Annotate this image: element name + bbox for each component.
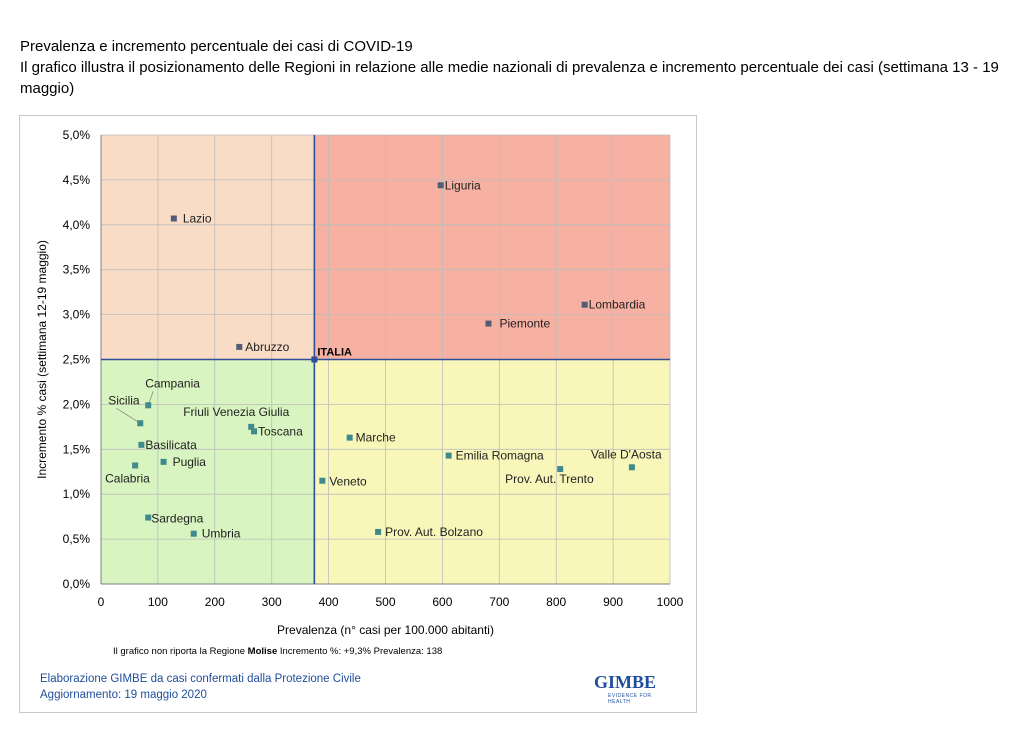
data-point-label: Basilicata — [145, 438, 197, 452]
x-tick-label: 300 — [262, 595, 282, 609]
x-tick-label: 400 — [319, 595, 339, 609]
y-axis-title: Incremento % casi (settimana 12-19 maggi… — [35, 240, 49, 479]
logo-name: GIMBE — [594, 672, 657, 692]
data-point-label: Sicilia — [108, 393, 140, 407]
data-point-label: Sardegna — [151, 512, 203, 526]
chart-note: Il grafico non riporta la Regione Molise… — [113, 646, 442, 657]
y-tick-label: 4,0% — [63, 218, 91, 232]
data-point-label: Lazio — [183, 212, 212, 226]
chart-subtitle: Il grafico illustra il posizionamento de… — [20, 59, 999, 97]
update-line: Aggiornamento: 19 maggio 2020 — [40, 689, 207, 701]
data-point — [160, 458, 167, 465]
x-tick-label: 0 — [98, 595, 105, 609]
y-tick-label: 2,0% — [63, 397, 91, 411]
x-tick-label: 500 — [375, 595, 395, 609]
data-point-label: Marche — [356, 431, 396, 445]
data-point — [581, 301, 588, 308]
data-point-label: Calabria — [105, 471, 150, 485]
reference-point — [311, 356, 318, 363]
leader-line — [116, 407, 141, 424]
x-tick-label: 800 — [546, 595, 566, 609]
data-point — [319, 477, 326, 484]
quadrant-bottom-left — [101, 359, 315, 584]
y-tick-label: 5,0% — [63, 128, 91, 142]
y-tick-label: 0,5% — [63, 532, 91, 546]
data-point-label: Veneto — [329, 475, 367, 489]
y-tick-label: 2,5% — [63, 353, 91, 367]
data-point-label: Prov. Aut. Trento — [505, 472, 594, 486]
gimbe-logo: GIMBE EVIDENCE FOR HEALTH — [594, 672, 674, 705]
data-point-label: Toscana — [258, 424, 303, 438]
data-point — [628, 464, 635, 471]
data-point — [251, 428, 258, 435]
data-point-label: Liguria — [445, 178, 481, 192]
data-point-label: Prov. Aut. Bolzano — [385, 525, 483, 539]
x-tick-label: 1000 — [657, 595, 684, 609]
data-point-label: Emilia Romagna — [456, 449, 544, 463]
y-tick-label: 4,5% — [63, 173, 91, 187]
data-point — [145, 514, 152, 521]
logo-tagline: EVIDENCE FOR HEALTH — [608, 693, 652, 705]
data-point-label: Friuli Venezia Giulia — [183, 405, 289, 419]
data-point — [132, 462, 139, 469]
chart-header: Prevalenza e incremento percentuale dei … — [20, 36, 1010, 99]
x-tick-label: 600 — [432, 595, 452, 609]
data-point — [248, 423, 255, 430]
reference-label: ITALIA — [317, 347, 352, 359]
data-point — [557, 466, 564, 473]
note-prefix: Il grafico non riporta la Regione — [113, 646, 248, 657]
y-tick-label: 1,0% — [63, 487, 91, 501]
x-tick-label: 900 — [603, 595, 623, 609]
note-region: Molise — [247, 646, 278, 657]
data-point — [138, 441, 145, 448]
y-tick-label: 3,0% — [63, 308, 91, 322]
data-point-label: Abruzzo — [245, 340, 289, 354]
x-tick-label: 700 — [489, 595, 509, 609]
data-point — [375, 528, 382, 535]
source-footer: Elaborazione GIMBE da casi confermati da… — [40, 671, 361, 703]
data-point-label: Puglia — [173, 455, 207, 469]
data-point-label: Piemonte — [499, 317, 550, 331]
source-line: Elaborazione GIMBE da casi confermati da… — [40, 673, 361, 685]
data-point — [485, 320, 492, 327]
quadrant-top-left — [101, 135, 315, 360]
data-point — [437, 182, 444, 189]
data-point-label: Campania — [145, 376, 200, 390]
data-point — [145, 402, 152, 409]
x-tick-label: 100 — [148, 595, 168, 609]
x-tick-label: 200 — [205, 595, 225, 609]
data-point — [170, 215, 177, 222]
data-point-label: Umbria — [202, 527, 241, 541]
data-point — [346, 434, 353, 441]
chart-title: Prevalenza e incremento percentuale dei … — [20, 38, 413, 55]
data-point — [236, 343, 243, 350]
data-point — [137, 420, 144, 427]
quadrant-bottom-right — [314, 359, 670, 584]
y-tick-label: 3,5% — [63, 263, 91, 277]
note-suffix: Incremento %: +9,3% Prevalenza: 138 — [277, 646, 443, 657]
y-tick-label: 1,5% — [63, 442, 91, 456]
data-point — [445, 452, 452, 459]
data-point-label: Valle D'Aosta — [591, 447, 662, 461]
y-tick-label: 0,0% — [63, 577, 91, 591]
quadrant-top-right — [314, 135, 670, 360]
data-point-label: Lombardia — [589, 298, 646, 312]
data-point — [190, 530, 197, 537]
x-axis-title: Prevalenza (n° casi per 100.000 abitanti… — [277, 623, 494, 637]
